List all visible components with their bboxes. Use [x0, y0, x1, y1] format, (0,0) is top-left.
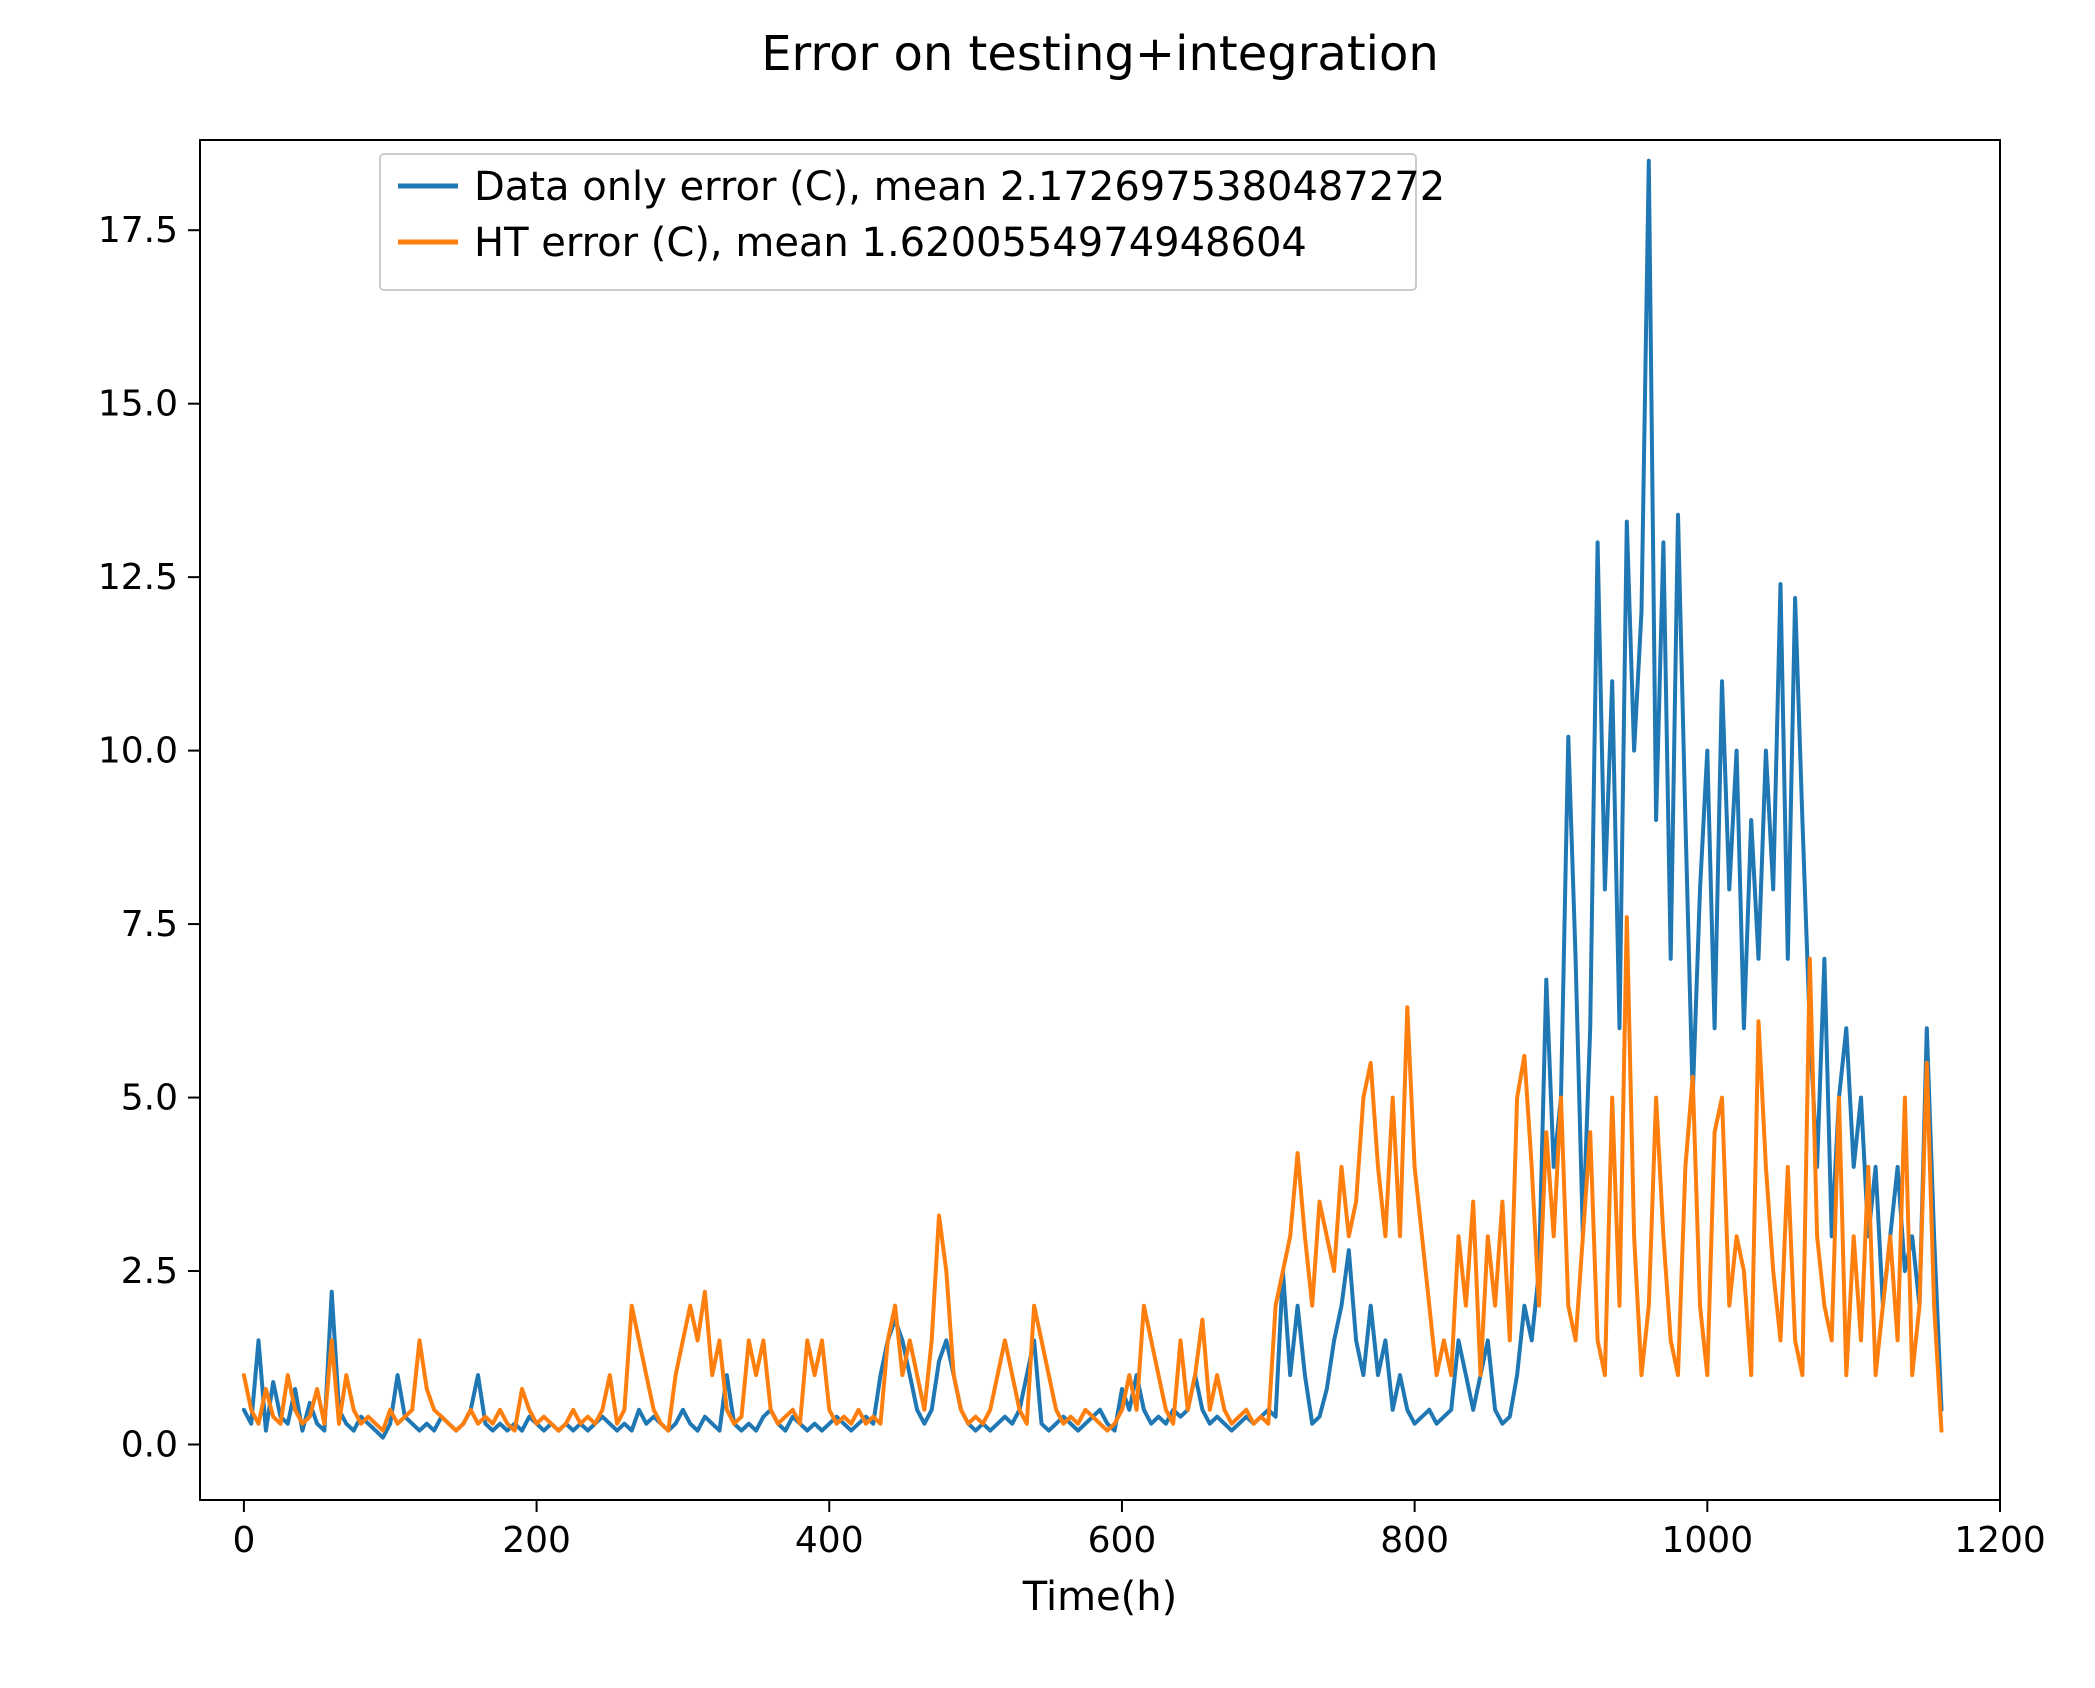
x-tick-label: 200 [502, 1520, 571, 1561]
y-tick-label: 5.0 [121, 1078, 178, 1119]
x-tick-label: 1000 [1662, 1520, 1754, 1561]
error-chart: 0 200 400 600 800 1000 1200 0.0 2.5 5.0 7.5 10.0 12.… [0, 0, 2095, 1688]
chart-container: 0 200 400 600 800 1000 1200 0.0 2.5 5.0 7.5 10.0 12.… [0, 0, 2095, 1688]
legend-label: HT error (C), mean 1.6200554974948604 [474, 220, 1307, 266]
y-tick-label: 12.5 [98, 557, 178, 598]
chart-title: Error on testing+integration [761, 26, 1439, 82]
y-tick-label: 10.0 [98, 731, 178, 772]
x-tick-label: 400 [795, 1520, 864, 1561]
x-axis-label: Time(h) [1022, 1574, 1177, 1620]
x-tick-label: 600 [1088, 1520, 1157, 1561]
y-tick-label: 0.0 [121, 1424, 178, 1465]
y-tick-label: 17.5 [98, 210, 178, 251]
y-tick-label: 7.5 [121, 904, 178, 945]
y-tick-label: 2.5 [121, 1251, 178, 1292]
x-tick-label: 1200 [1954, 1520, 2046, 1561]
x-tick-label: 800 [1380, 1520, 1449, 1561]
x-tick-label: 0 [232, 1520, 255, 1561]
legend-label: Data only error (C), mean 2.172697538048… [474, 164, 1445, 210]
y-tick-label: 15.0 [98, 384, 178, 425]
legend: Data only error (C), mean 2.172697538048… [380, 154, 1445, 290]
